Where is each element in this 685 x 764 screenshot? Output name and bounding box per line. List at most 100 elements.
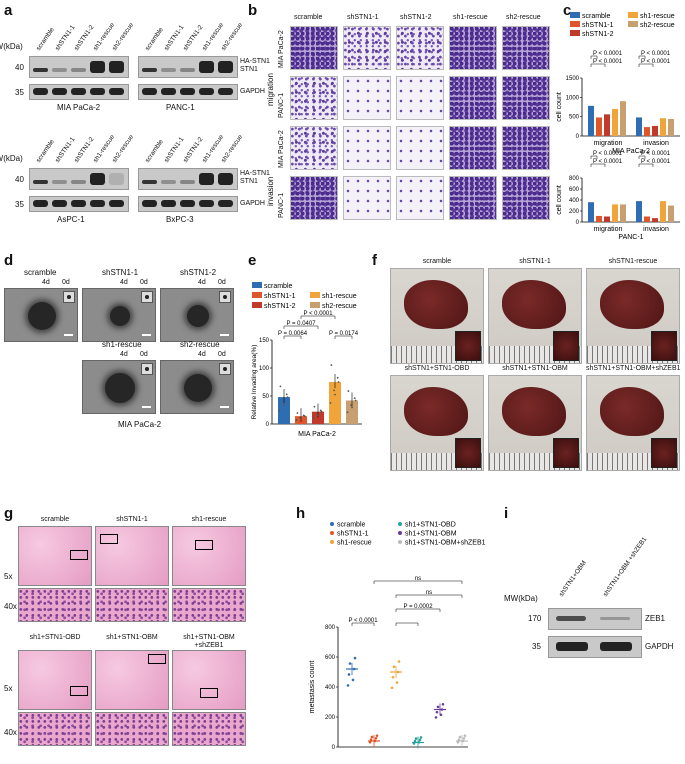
- data-point: [353, 656, 357, 660]
- stn1-band: [199, 173, 214, 185]
- band-label-stn1: STN1: [240, 66, 258, 73]
- cell-line-caption: MIA PaCa-2: [118, 420, 162, 429]
- data-point: [457, 738, 461, 741]
- pvalue-bracket: [395, 594, 463, 598]
- bar: [620, 101, 626, 136]
- zoom-box: [195, 540, 213, 550]
- lane-label: shSTN1+OBM: [558, 559, 588, 599]
- stn1-band: [33, 180, 48, 184]
- bar: [588, 105, 594, 136]
- he-5x-image: [95, 526, 169, 586]
- stn1-band: [142, 180, 157, 184]
- spheroid-core: [184, 374, 212, 402]
- legend-label: sh1+STN1-OBM: [405, 531, 457, 538]
- transwell-image: [290, 76, 338, 120]
- data-point: [440, 708, 444, 711]
- zeb1-band: [600, 617, 630, 620]
- legend-label: sh1-rescue: [337, 540, 372, 547]
- legend-swatch: [628, 21, 638, 27]
- he-5x-image: [172, 650, 246, 710]
- data-dot: [350, 404, 352, 407]
- scale-bar: [64, 334, 73, 336]
- stn1-band: [199, 61, 214, 73]
- data-dot: [303, 415, 306, 418]
- stn1-band: [180, 68, 195, 72]
- data-point: [458, 735, 462, 739]
- stn1-band: [109, 61, 124, 73]
- data-dot: [317, 414, 319, 417]
- data-dot: [282, 401, 284, 404]
- he-40x-image: [172, 588, 246, 622]
- stn1-band: [180, 180, 195, 184]
- group-label-migration: migration: [266, 73, 275, 106]
- column-label: sh1-rescue: [453, 14, 488, 21]
- bar: [604, 114, 610, 136]
- legend-label: shSTN1-1: [337, 531, 369, 538]
- y-tick-label: 1500: [566, 76, 580, 82]
- panel-label-g: g: [4, 505, 14, 522]
- legend-label: shSTN1-2: [264, 303, 296, 310]
- he-5x-image: [95, 650, 169, 710]
- he-40x-image: [95, 588, 169, 622]
- he-40x-image: [18, 588, 92, 622]
- data-point: [456, 740, 460, 744]
- liver-image: [488, 268, 582, 364]
- spheroid-core: [187, 305, 209, 327]
- gapdh-band: [199, 200, 214, 207]
- condition-label: sh1-rescue: [191, 516, 227, 523]
- spheroid-image: [160, 288, 234, 342]
- condition-label: sh1-rescue: [102, 340, 142, 349]
- legend-label: scramble: [582, 13, 611, 20]
- data-dot: [312, 416, 315, 419]
- transwell-image: [396, 126, 444, 170]
- time-0d: 0d: [62, 279, 70, 286]
- y-tick-label: 0: [332, 745, 336, 751]
- data-point: [414, 737, 418, 740]
- panel-c-bar-charts: scramble shSTN1-1 shSTN1-2 sh1-rescue sh2-re…: [556, 12, 680, 241]
- time-4d: 4d: [42, 279, 50, 286]
- mw-label: MW(kDa): [0, 154, 23, 163]
- gapdh-band: [71, 200, 86, 207]
- pvalue-bracket: [638, 155, 646, 159]
- y-tick-label: 200: [569, 209, 580, 215]
- data-point: [439, 713, 443, 717]
- pvalue-label: ns: [426, 590, 432, 596]
- data-dot: [286, 396, 289, 399]
- gapdh-blot: [548, 636, 642, 658]
- data-dot: [333, 389, 335, 392]
- condition-label: sh2-rescue: [180, 340, 220, 349]
- pvalue-bracket: [638, 63, 654, 67]
- spheroid-image: [160, 360, 234, 414]
- y-tick-label: 50: [262, 394, 269, 400]
- data-point: [347, 673, 351, 676]
- gapdh-band: [90, 200, 105, 207]
- liver-lobe: [599, 280, 665, 330]
- pvalue-bracket: [395, 622, 419, 626]
- spheroid-inset: [63, 291, 75, 303]
- pvalue-label: P < 0.0001: [348, 618, 378, 624]
- transwell-image: [449, 126, 497, 170]
- zoom-inset: [455, 437, 481, 468]
- condition-label: shSTN1-1: [519, 258, 551, 265]
- data-dot: [353, 397, 356, 400]
- data-dot: [347, 390, 350, 392]
- row-label: PANC-1: [278, 192, 285, 218]
- data-dot: [319, 409, 322, 412]
- band-label-zeb1: ZEB1: [645, 614, 666, 623]
- row-label: MIA PaCa-2: [278, 130, 285, 168]
- stn1-band: [142, 68, 157, 72]
- time-0d: 0d: [218, 351, 226, 358]
- transwell-image: [502, 176, 550, 220]
- stn1-band: [71, 68, 86, 72]
- legend-label: shSTN1-1: [582, 22, 614, 29]
- liver-lobe: [599, 387, 665, 437]
- y-tick-label: 800: [325, 625, 336, 631]
- he-40x-image: [172, 712, 246, 746]
- liver-image: [390, 268, 484, 364]
- transwell-image: [343, 26, 391, 70]
- bar: [612, 108, 618, 136]
- scale-bar: [220, 334, 229, 336]
- pvalue-label: P = 0.0002: [403, 604, 433, 610]
- y-axis-label: Relative Invading area(%): [251, 345, 258, 420]
- liver-image: [488, 375, 582, 471]
